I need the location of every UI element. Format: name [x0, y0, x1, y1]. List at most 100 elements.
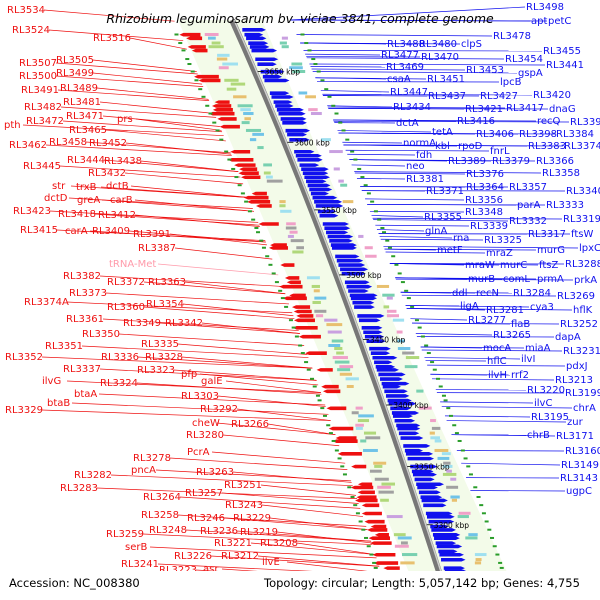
reverse-gene-arrow	[239, 167, 258, 171]
category-block	[446, 485, 459, 489]
gene-label-left: RL3458	[49, 137, 87, 148]
category-block	[308, 108, 318, 112]
label-connector	[128, 230, 266, 243]
label-connector	[199, 373, 319, 386]
gene-label-right: tetA	[432, 127, 453, 138]
gene-label-right: RL3160	[565, 446, 600, 457]
category-block	[378, 490, 394, 494]
category-block	[339, 372, 353, 376]
label-connector	[173, 369, 317, 381]
outer-mark	[342, 473, 347, 476]
label-connector	[62, 120, 223, 133]
label-connector	[48, 29, 184, 41]
forward-gene-arrow	[331, 246, 357, 250]
gene-label-left: RL3350	[82, 329, 120, 340]
outer-mark	[320, 79, 325, 82]
outer-mark	[436, 377, 441, 380]
gene-label-right: mraW	[465, 260, 495, 271]
gene-label-right: RL3381	[406, 174, 444, 185]
category-block	[291, 62, 303, 66]
outer-mark	[274, 281, 279, 284]
axis-tick-label: 3400 kbp	[393, 401, 429, 410]
forward-gene-arrow	[319, 213, 339, 218]
gene-label-right: comL	[503, 274, 530, 285]
category-block	[240, 108, 251, 112]
label-connector	[430, 373, 511, 376]
gene-label-left: asr	[203, 564, 219, 575]
outer-mark	[294, 335, 299, 338]
label-connector	[130, 185, 249, 198]
reverse-gene-arrow	[316, 368, 333, 372]
gene-label-right: RL3325	[484, 235, 522, 246]
outer-mark	[353, 504, 358, 507]
reverse-gene-arrow	[282, 296, 307, 301]
gene-label-left: RL3415	[20, 225, 58, 236]
forward-gene-arrow	[363, 330, 383, 335]
label-connector	[60, 106, 217, 118]
gene-label-left: RL3482	[24, 102, 62, 113]
reverse-gene-arrow	[355, 498, 378, 503]
outer-mark	[280, 297, 285, 300]
outer-mark	[457, 439, 462, 442]
outer-mark	[312, 385, 317, 388]
outer-mark	[370, 200, 375, 203]
label-connector	[43, 9, 175, 22]
category-block	[233, 95, 247, 99]
category-block	[313, 289, 320, 293]
reverse-gene-arrow	[367, 528, 388, 532]
outer-mark	[291, 326, 296, 329]
label-connector	[22, 124, 224, 137]
label-connector	[384, 248, 537, 251]
gene-label-left: RL3336	[101, 352, 139, 363]
outer-mark	[244, 200, 249, 203]
label-connector	[177, 514, 367, 527]
gene-label-left: ilvG	[42, 376, 61, 387]
label-connector	[421, 349, 563, 352]
reverse-gene-arrow	[351, 464, 367, 469]
reverse-gene-arrow	[286, 280, 301, 285]
forward-gene-arrow	[431, 528, 456, 532]
forward-gene-arrow	[358, 318, 381, 323]
forward-gene-arrow	[264, 78, 290, 83]
gene-label-right: csaA	[387, 74, 411, 85]
label-connector	[155, 469, 352, 482]
outer-mark	[357, 167, 362, 170]
category-block	[376, 284, 390, 288]
forward-gene-arrow	[294, 149, 315, 154]
gene-label-right: ilvI	[521, 354, 535, 365]
category-block	[441, 452, 451, 456]
label-connector	[309, 63, 546, 66]
gene-label-right: RL3364	[466, 182, 504, 193]
gene-label-left: RL3361	[66, 314, 104, 325]
gene-label-right: hflC	[487, 356, 507, 367]
forward-gene-arrow	[344, 280, 370, 285]
label-connector	[371, 215, 424, 218]
forward-gene-arrow	[439, 552, 464, 557]
category-block	[351, 411, 359, 415]
gene-label-right: RL3220	[527, 385, 565, 396]
category-block	[243, 112, 254, 116]
gene-label-right: RL3358	[542, 168, 580, 179]
outer-mark	[430, 361, 435, 364]
label-connector	[174, 247, 273, 260]
reverse-gene-arrow	[361, 511, 382, 516]
outer-mark	[424, 344, 429, 347]
outer-mark	[443, 399, 448, 402]
gene-label-right: murB	[468, 274, 495, 285]
category-block	[381, 482, 396, 486]
outer-mark	[198, 88, 203, 91]
gene-label-right: lpxC	[579, 243, 600, 254]
outer-mark	[231, 167, 236, 170]
gene-label-left: RL3257	[185, 488, 223, 499]
category-block	[374, 477, 389, 481]
reverse-gene-arrow	[214, 100, 230, 104]
gene-label-left: RL3418	[58, 209, 96, 220]
category-block	[292, 70, 306, 74]
gene-label-left: str	[52, 181, 66, 192]
gene-label-right: RL3469	[386, 62, 424, 73]
forward-gene-arrow	[314, 200, 343, 204]
forward-gene-arrow	[421, 498, 448, 503]
label-connector	[216, 422, 336, 436]
outer-mark	[331, 104, 336, 107]
category-block	[257, 146, 264, 150]
